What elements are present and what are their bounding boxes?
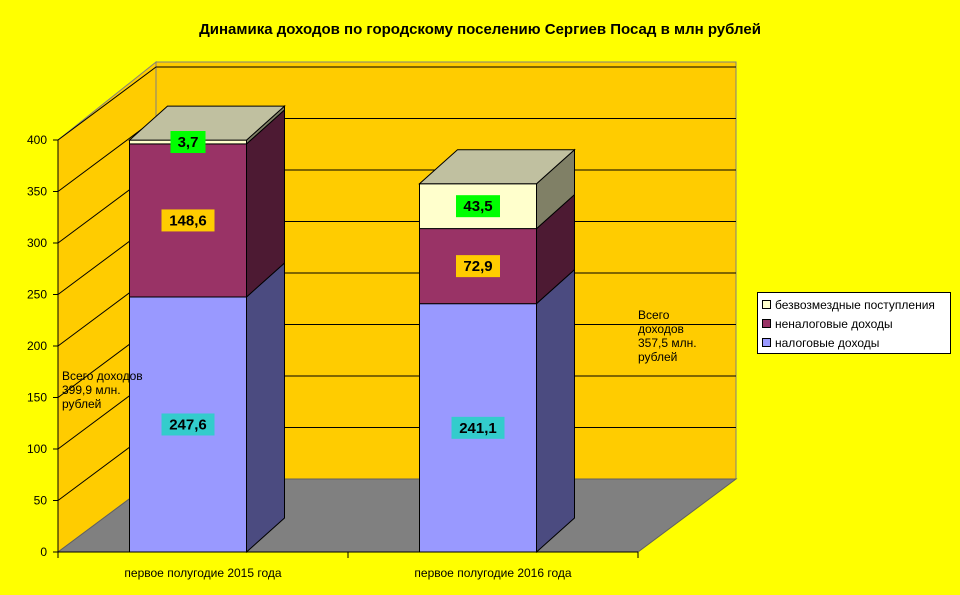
y-tick-label: 300: [27, 236, 47, 250]
data-label-bg: [161, 413, 215, 436]
data-label-text: 3,7: [178, 134, 199, 151]
data-label-text: 148,6: [169, 212, 207, 229]
y-tick-label: 50: [34, 494, 48, 508]
total-annotation-line: Всего: [638, 308, 670, 322]
total-annotation-2015: Всего доходов 399,9 млн. рублей: [62, 369, 143, 411]
data-label-bg: [451, 416, 505, 439]
legend: безвозмездные поступления неналоговые дох…: [757, 292, 951, 354]
data-label-text: 72,9: [463, 258, 492, 275]
legend-label: безвозмездные поступления: [775, 297, 935, 312]
y-tick-label: 200: [27, 339, 47, 353]
bar-segment-side: [536, 268, 575, 554]
legend-label: неналоговые доходы: [775, 316, 893, 331]
total-annotation-2016: Всего доходов 357,5 млн. рублей: [638, 308, 697, 364]
legend-swatch: [762, 319, 771, 328]
total-annotation-line: 399,9 млн.: [62, 383, 121, 397]
legend-swatch: [762, 338, 771, 347]
y-tick-label: 400: [27, 133, 47, 147]
data-label-bg: [456, 255, 500, 278]
data-label-text: 241,1: [459, 420, 497, 437]
x-tick-label: первое полугодие 2016 года: [414, 566, 571, 580]
x-tick-label: первое полугодие 2015 года: [124, 566, 281, 580]
y-tick-label: 250: [27, 288, 47, 302]
data-label-bg: [456, 195, 500, 218]
legend-label: налоговые доходы: [775, 335, 880, 350]
legend-item: безвозмездные поступления: [762, 295, 946, 314]
legend-item: неналоговые доходы: [762, 314, 946, 333]
data-label-text: 247,6: [169, 416, 207, 433]
total-annotation-line: рублей: [638, 350, 678, 364]
data-label: 148,6: [161, 209, 215, 232]
y-tick-label: 150: [27, 391, 47, 405]
bar-top: [128, 105, 286, 141]
data-label: 72,9: [456, 255, 500, 278]
total-annotation-line: рублей: [62, 397, 102, 411]
total-annotation-line: Всего доходов: [62, 369, 143, 383]
gridline: [57, 66, 736, 141]
data-label-bg: [170, 131, 206, 154]
legend-item: налоговые доходы: [762, 333, 946, 352]
total-annotation-line: доходов: [638, 322, 684, 336]
data-label: 241,1: [451, 416, 505, 439]
bar-top: [418, 149, 576, 185]
data-label-bg: [161, 209, 215, 232]
data-label: 247,6: [161, 413, 215, 436]
y-tick-label: 100: [27, 442, 47, 456]
data-label: 43,5: [456, 195, 500, 218]
y-tick-label: 350: [27, 185, 47, 199]
chart-title: Динамика доходов по городскому поселению…: [199, 21, 761, 38]
legend-swatch: [762, 300, 771, 309]
total-annotation-line: 357,5 млн.: [638, 336, 697, 350]
y-tick-label: 0: [40, 545, 47, 559]
data-label: 3,7: [170, 131, 206, 154]
bar-segment-side: [246, 261, 285, 554]
data-label-text: 43,5: [463, 198, 492, 215]
